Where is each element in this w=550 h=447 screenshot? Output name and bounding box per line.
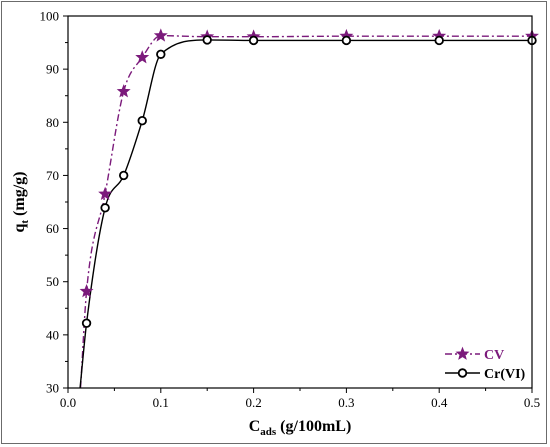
legend-label-1: Cr(VI): [484, 367, 526, 382]
legend-marker-circle: [457, 368, 468, 378]
plot-area: [67, 15, 533, 389]
crvi-point: [100, 203, 110, 213]
y-tick-label: 30: [46, 381, 59, 396]
x-tick-label: 0.5: [524, 395, 540, 410]
y-tick-label: 60: [46, 221, 59, 236]
y-tick-label: 100: [40, 9, 60, 24]
legend-marker-star: [455, 346, 470, 360]
cv-point: [116, 84, 131, 98]
cv-point: [135, 50, 150, 64]
y-tick-label: 50: [46, 274, 59, 289]
x-axis-title: Cads (g/100mL): [249, 418, 352, 438]
crvi-point: [341, 35, 352, 46]
series-curves: [79, 34, 532, 388]
axis-ticks: [63, 15, 533, 393]
axis-tick-labels: 0.0 0.1 0.2 0.3 0.4 0.5 30 40 50 60 70 80 90 100: [40, 9, 541, 411]
crvi-point: [81, 318, 92, 328]
y-tick-label: 70: [46, 168, 59, 183]
series-line-1: [79, 39, 532, 388]
x-tick-label: 0.0: [60, 395, 76, 410]
crvi-point: [434, 35, 444, 46]
legend: CV Cr(VI): [445, 346, 526, 382]
series-markers: [79, 28, 539, 328]
series-line-0: [79, 34, 532, 388]
y-tick-label: 40: [46, 327, 59, 342]
x-tick-label: 0.2: [245, 395, 261, 410]
x-tick-label: 0.4: [431, 395, 448, 410]
cv-point: [98, 186, 113, 200]
cv-point: [153, 28, 168, 42]
crvi-point: [248, 35, 259, 46]
crvi-point: [118, 170, 129, 181]
y-axis-title: qt (mg/g): [11, 171, 31, 232]
crvi-point: [156, 49, 166, 59]
x-tick-label: 0.1: [153, 395, 169, 410]
crvi-point: [137, 115, 147, 126]
y-tick-label: 80: [46, 115, 59, 130]
cv-point: [79, 283, 94, 298]
x-tick-label: 0.3: [338, 395, 354, 410]
y-tick-label: 90: [46, 62, 59, 77]
legend-label-0: CV: [484, 348, 504, 363]
crvi-point: [202, 35, 212, 45]
